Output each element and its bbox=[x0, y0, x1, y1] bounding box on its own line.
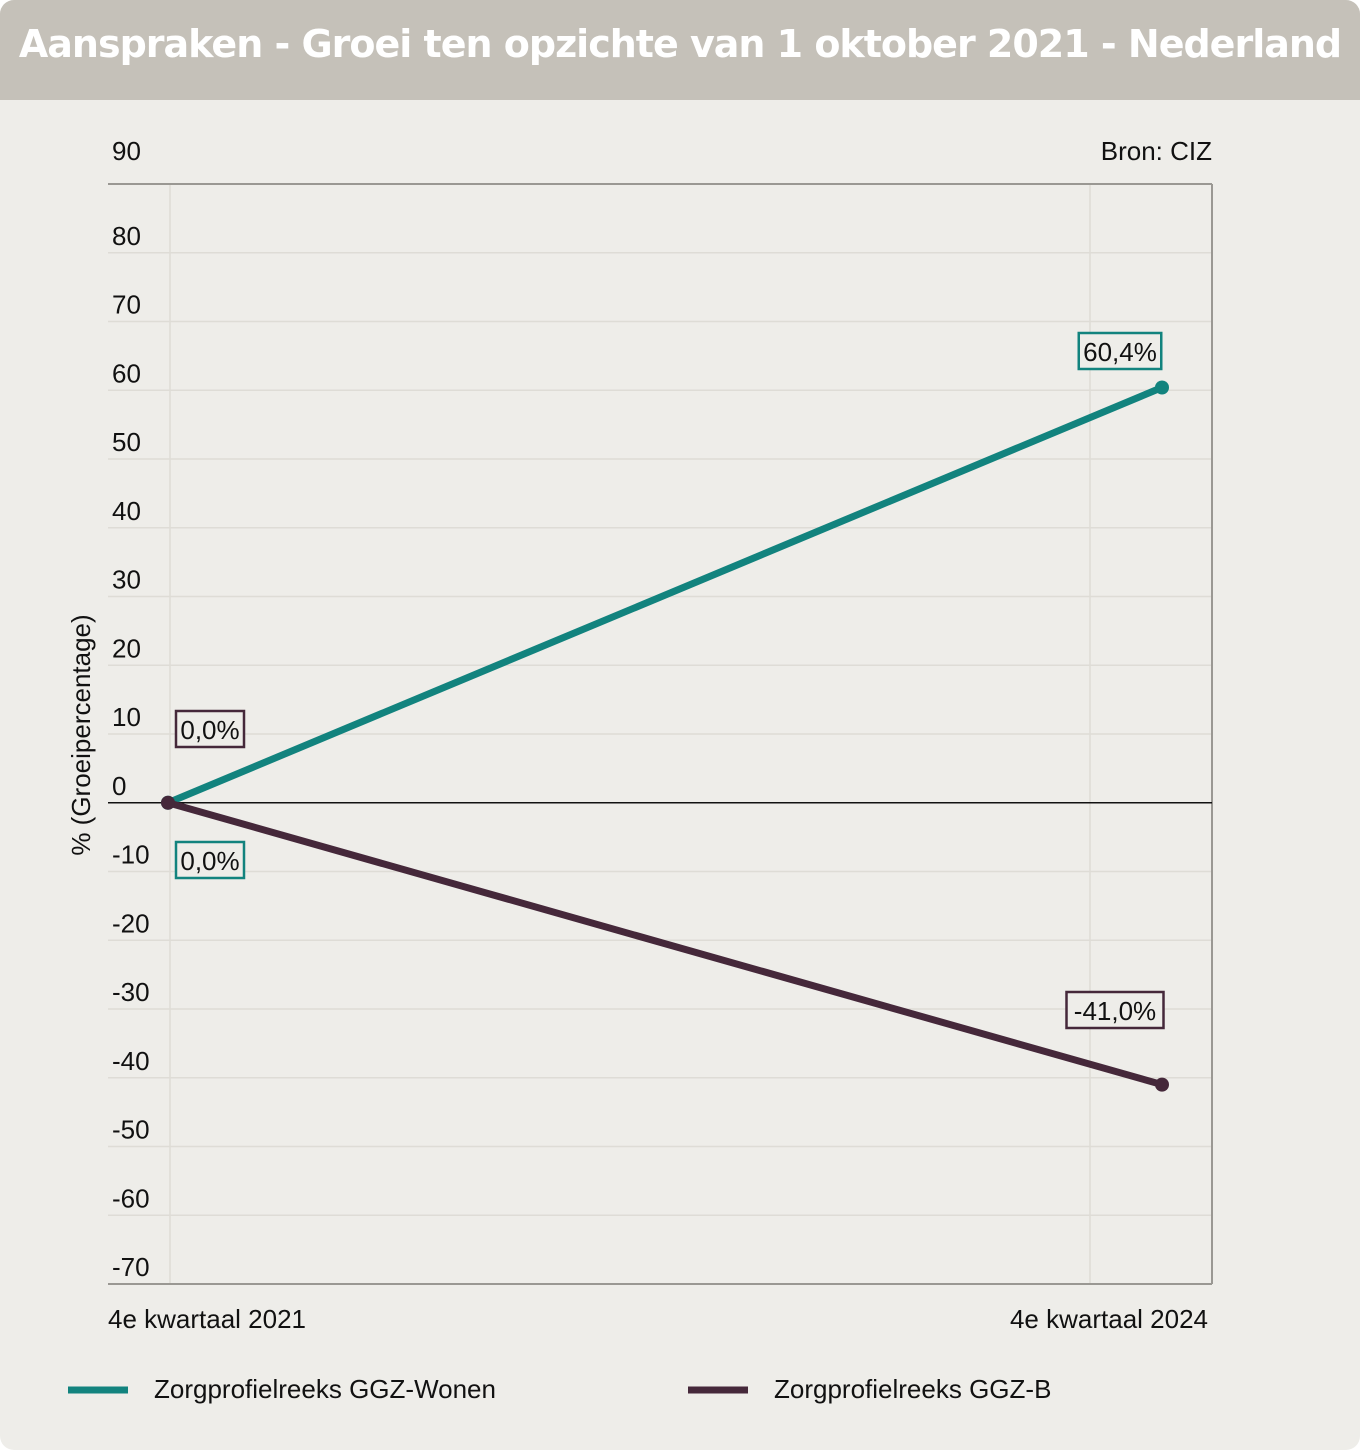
data-label-box bbox=[1077, 331, 1163, 371]
y-tick-label: 20 bbox=[112, 633, 141, 663]
y-tick-label: -70 bbox=[112, 1252, 150, 1282]
title-bar: Aanspraken - Groei ten opzichte van 1 ok… bbox=[0, 0, 1360, 100]
data-point bbox=[1155, 1077, 1169, 1092]
y-tick-label: -20 bbox=[112, 908, 150, 938]
y-tick-label: -30 bbox=[112, 977, 150, 1007]
series-line-1 bbox=[167, 799, 1163, 1088]
legend-label: Zorgprofielreeks GGZ-Wonen bbox=[154, 1374, 496, 1404]
y-tick-label: 50 bbox=[112, 427, 141, 457]
x-tick-label: 4e kwartaal 2021 bbox=[108, 1304, 306, 1334]
data-label-box bbox=[174, 709, 246, 749]
data-point bbox=[1155, 380, 1169, 395]
data-point bbox=[161, 795, 175, 810]
y-tick-label: -40 bbox=[112, 1046, 150, 1076]
source-label: Bron: CIZ bbox=[1101, 136, 1212, 166]
y-tick-label: -10 bbox=[112, 840, 150, 870]
data-label-box bbox=[174, 840, 246, 880]
y-tick-label: 70 bbox=[112, 290, 141, 320]
y-tick-label: 30 bbox=[112, 565, 141, 595]
data-label: -41,0% bbox=[1074, 996, 1156, 1026]
y-tick-label: 90 bbox=[112, 136, 141, 166]
data-label: 0,0% bbox=[180, 846, 239, 876]
data-label-box bbox=[1065, 990, 1165, 1030]
y-tick-label: -50 bbox=[112, 1115, 150, 1145]
y-tick-label: 0 bbox=[112, 771, 126, 801]
legend-label: Zorgprofielreeks GGZ-B bbox=[774, 1374, 1051, 1404]
data-label: 0,0% bbox=[180, 715, 239, 745]
y-tick-label: 80 bbox=[112, 221, 141, 251]
y-tick-label: 10 bbox=[112, 702, 141, 732]
y-tick-label: 60 bbox=[112, 358, 141, 388]
series-line-0 bbox=[166, 384, 1164, 806]
chart-title: Aanspraken - Groei ten opzichte van 1 ok… bbox=[18, 22, 1342, 66]
y-axis-label: % (Groeipercentage) bbox=[66, 614, 96, 855]
data-label: 60,4% bbox=[1083, 337, 1157, 367]
y-tick-label: -60 bbox=[112, 1183, 150, 1213]
y-tick-label: 40 bbox=[112, 496, 141, 526]
x-tick-label: 4e kwartaal 2024 bbox=[1010, 1304, 1208, 1334]
